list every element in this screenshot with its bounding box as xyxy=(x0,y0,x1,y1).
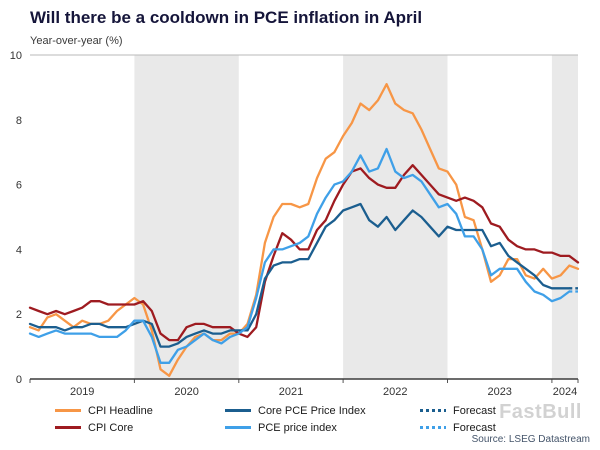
legend-item-forecast-core-pce: Forecast xyxy=(420,405,550,417)
legend-label: CPI Headline xyxy=(88,404,153,417)
legend-item-cpi-headline: CPI Headline xyxy=(55,405,225,417)
legend-label: Core PCE Price Index xyxy=(258,404,366,417)
svg-text:0: 0 xyxy=(16,374,22,386)
svg-text:2020: 2020 xyxy=(174,386,198,398)
svg-text:2021: 2021 xyxy=(279,386,303,398)
svg-text:4: 4 xyxy=(16,245,22,257)
source-note: Source: LSEG Datastream xyxy=(471,434,590,445)
svg-text:2023: 2023 xyxy=(487,386,511,398)
chart-legend: CPI Headline CPI Core Core PCE Price Ind… xyxy=(0,402,600,436)
legend-swatch xyxy=(55,409,81,413)
legend-item-pce: PCE price index xyxy=(225,422,420,434)
legend-swatch xyxy=(225,426,251,430)
svg-text:10: 10 xyxy=(10,50,22,62)
svg-text:2024: 2024 xyxy=(553,386,577,398)
legend-label: Forecast xyxy=(453,404,496,417)
legend-label: Forecast xyxy=(453,421,496,434)
legend-label: PCE price index xyxy=(258,421,337,434)
legend-item-cpi-core: CPI Core xyxy=(55,422,225,434)
inflation-line-chart: 2019 2020 2021 2022 2023 2024 0 2 4 6 8 10 xyxy=(0,49,600,401)
legend-label: CPI Core xyxy=(88,421,134,434)
svg-text:2: 2 xyxy=(16,310,22,322)
svg-text:8: 8 xyxy=(16,115,22,127)
svg-text:2022: 2022 xyxy=(383,386,407,398)
svg-text:2019: 2019 xyxy=(70,386,94,398)
legend-item-forecast-pce: Forecast xyxy=(420,422,550,434)
chart-title: Will there be a cooldown in PCE inflatio… xyxy=(30,8,423,27)
legend-swatch xyxy=(420,409,446,413)
legend-item-core-pce: Core PCE Price Index xyxy=(225,405,420,417)
legend-swatch xyxy=(225,409,251,413)
chart-plot-area: 2019 2020 2021 2022 2023 2024 0 2 4 6 8 10 xyxy=(10,50,580,398)
svg-text:6: 6 xyxy=(16,180,22,192)
chart-header: Will there be a cooldown in PCE inflatio… xyxy=(0,0,600,47)
legend-swatch xyxy=(55,426,81,430)
y-axis-unit-label: Year-over-year (%) xyxy=(30,35,123,48)
legend-swatch xyxy=(420,426,446,430)
